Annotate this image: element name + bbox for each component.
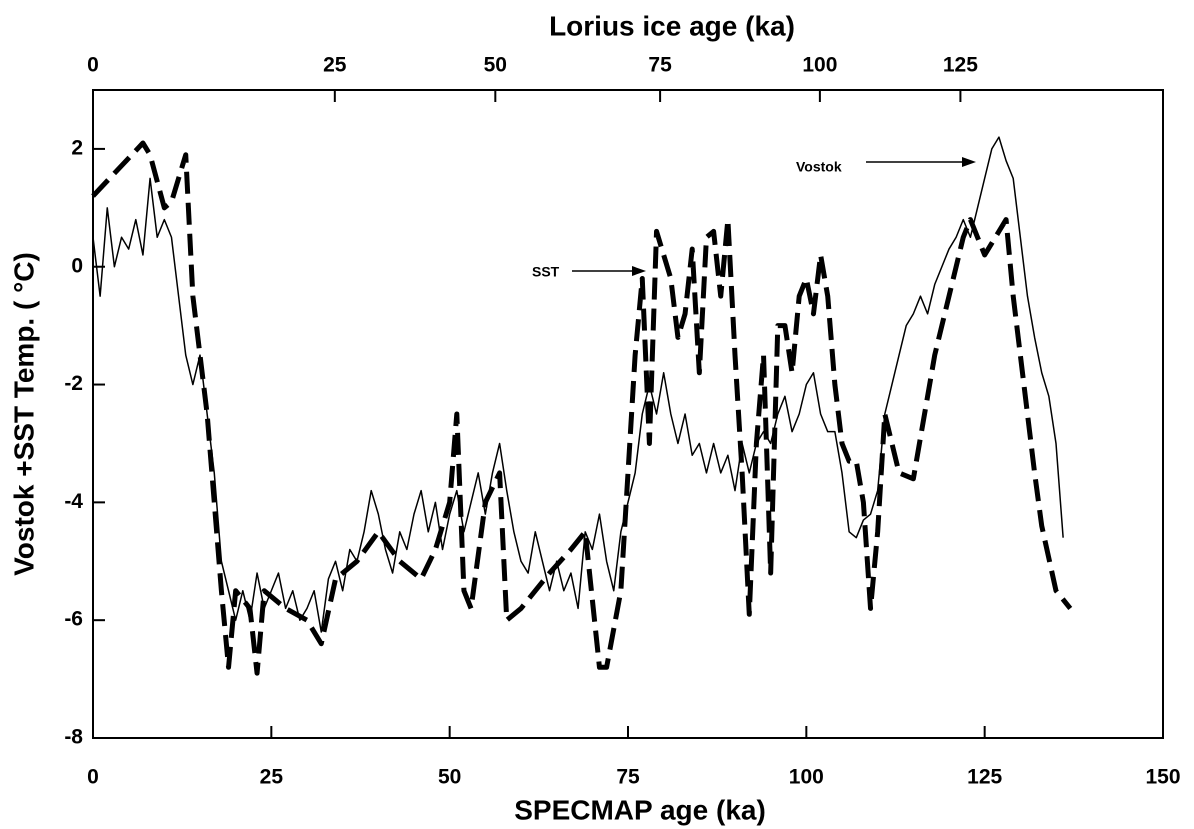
x-tick-label: 125	[967, 766, 1002, 789]
arrow-head	[632, 266, 646, 276]
y-tick-label: 0	[71, 254, 83, 277]
x2-axis-title: Lorius ice age (ka)	[549, 10, 795, 41]
y-tick-label: -6	[64, 608, 83, 631]
x-tick-label: 25	[260, 766, 284, 789]
line-series	[91, 140, 1073, 676]
x2-tick-label: 25	[323, 54, 347, 77]
x-tick-label: 75	[616, 766, 640, 789]
arrow-head	[962, 157, 976, 167]
x-tick-label: 100	[789, 766, 824, 789]
x2-tick-label: 125	[943, 54, 978, 77]
y-tick-label: -8	[64, 726, 83, 749]
y-axis-title: Vostok +SST Temp. ( °C)	[8, 252, 39, 576]
y-tick-label: -4	[64, 490, 83, 513]
x-tick-label: 150	[1145, 766, 1180, 789]
x-tick-label: 0	[87, 766, 99, 789]
x2-tick-label: 50	[484, 54, 507, 77]
y-tick-label: -2	[64, 372, 83, 395]
line-series	[92, 136, 1064, 633]
x2-tick-label: 0	[87, 54, 99, 77]
annotation: SST	[532, 264, 560, 280]
annotation: Vostok	[796, 159, 842, 175]
x-axis-title: SPECMAP age (ka)	[514, 794, 766, 825]
x2-tick-label: 75	[648, 54, 672, 77]
y-tick-label: 2	[71, 136, 83, 159]
x2-tick-label: 100	[802, 54, 837, 77]
x-tick-label: 50	[438, 766, 461, 789]
